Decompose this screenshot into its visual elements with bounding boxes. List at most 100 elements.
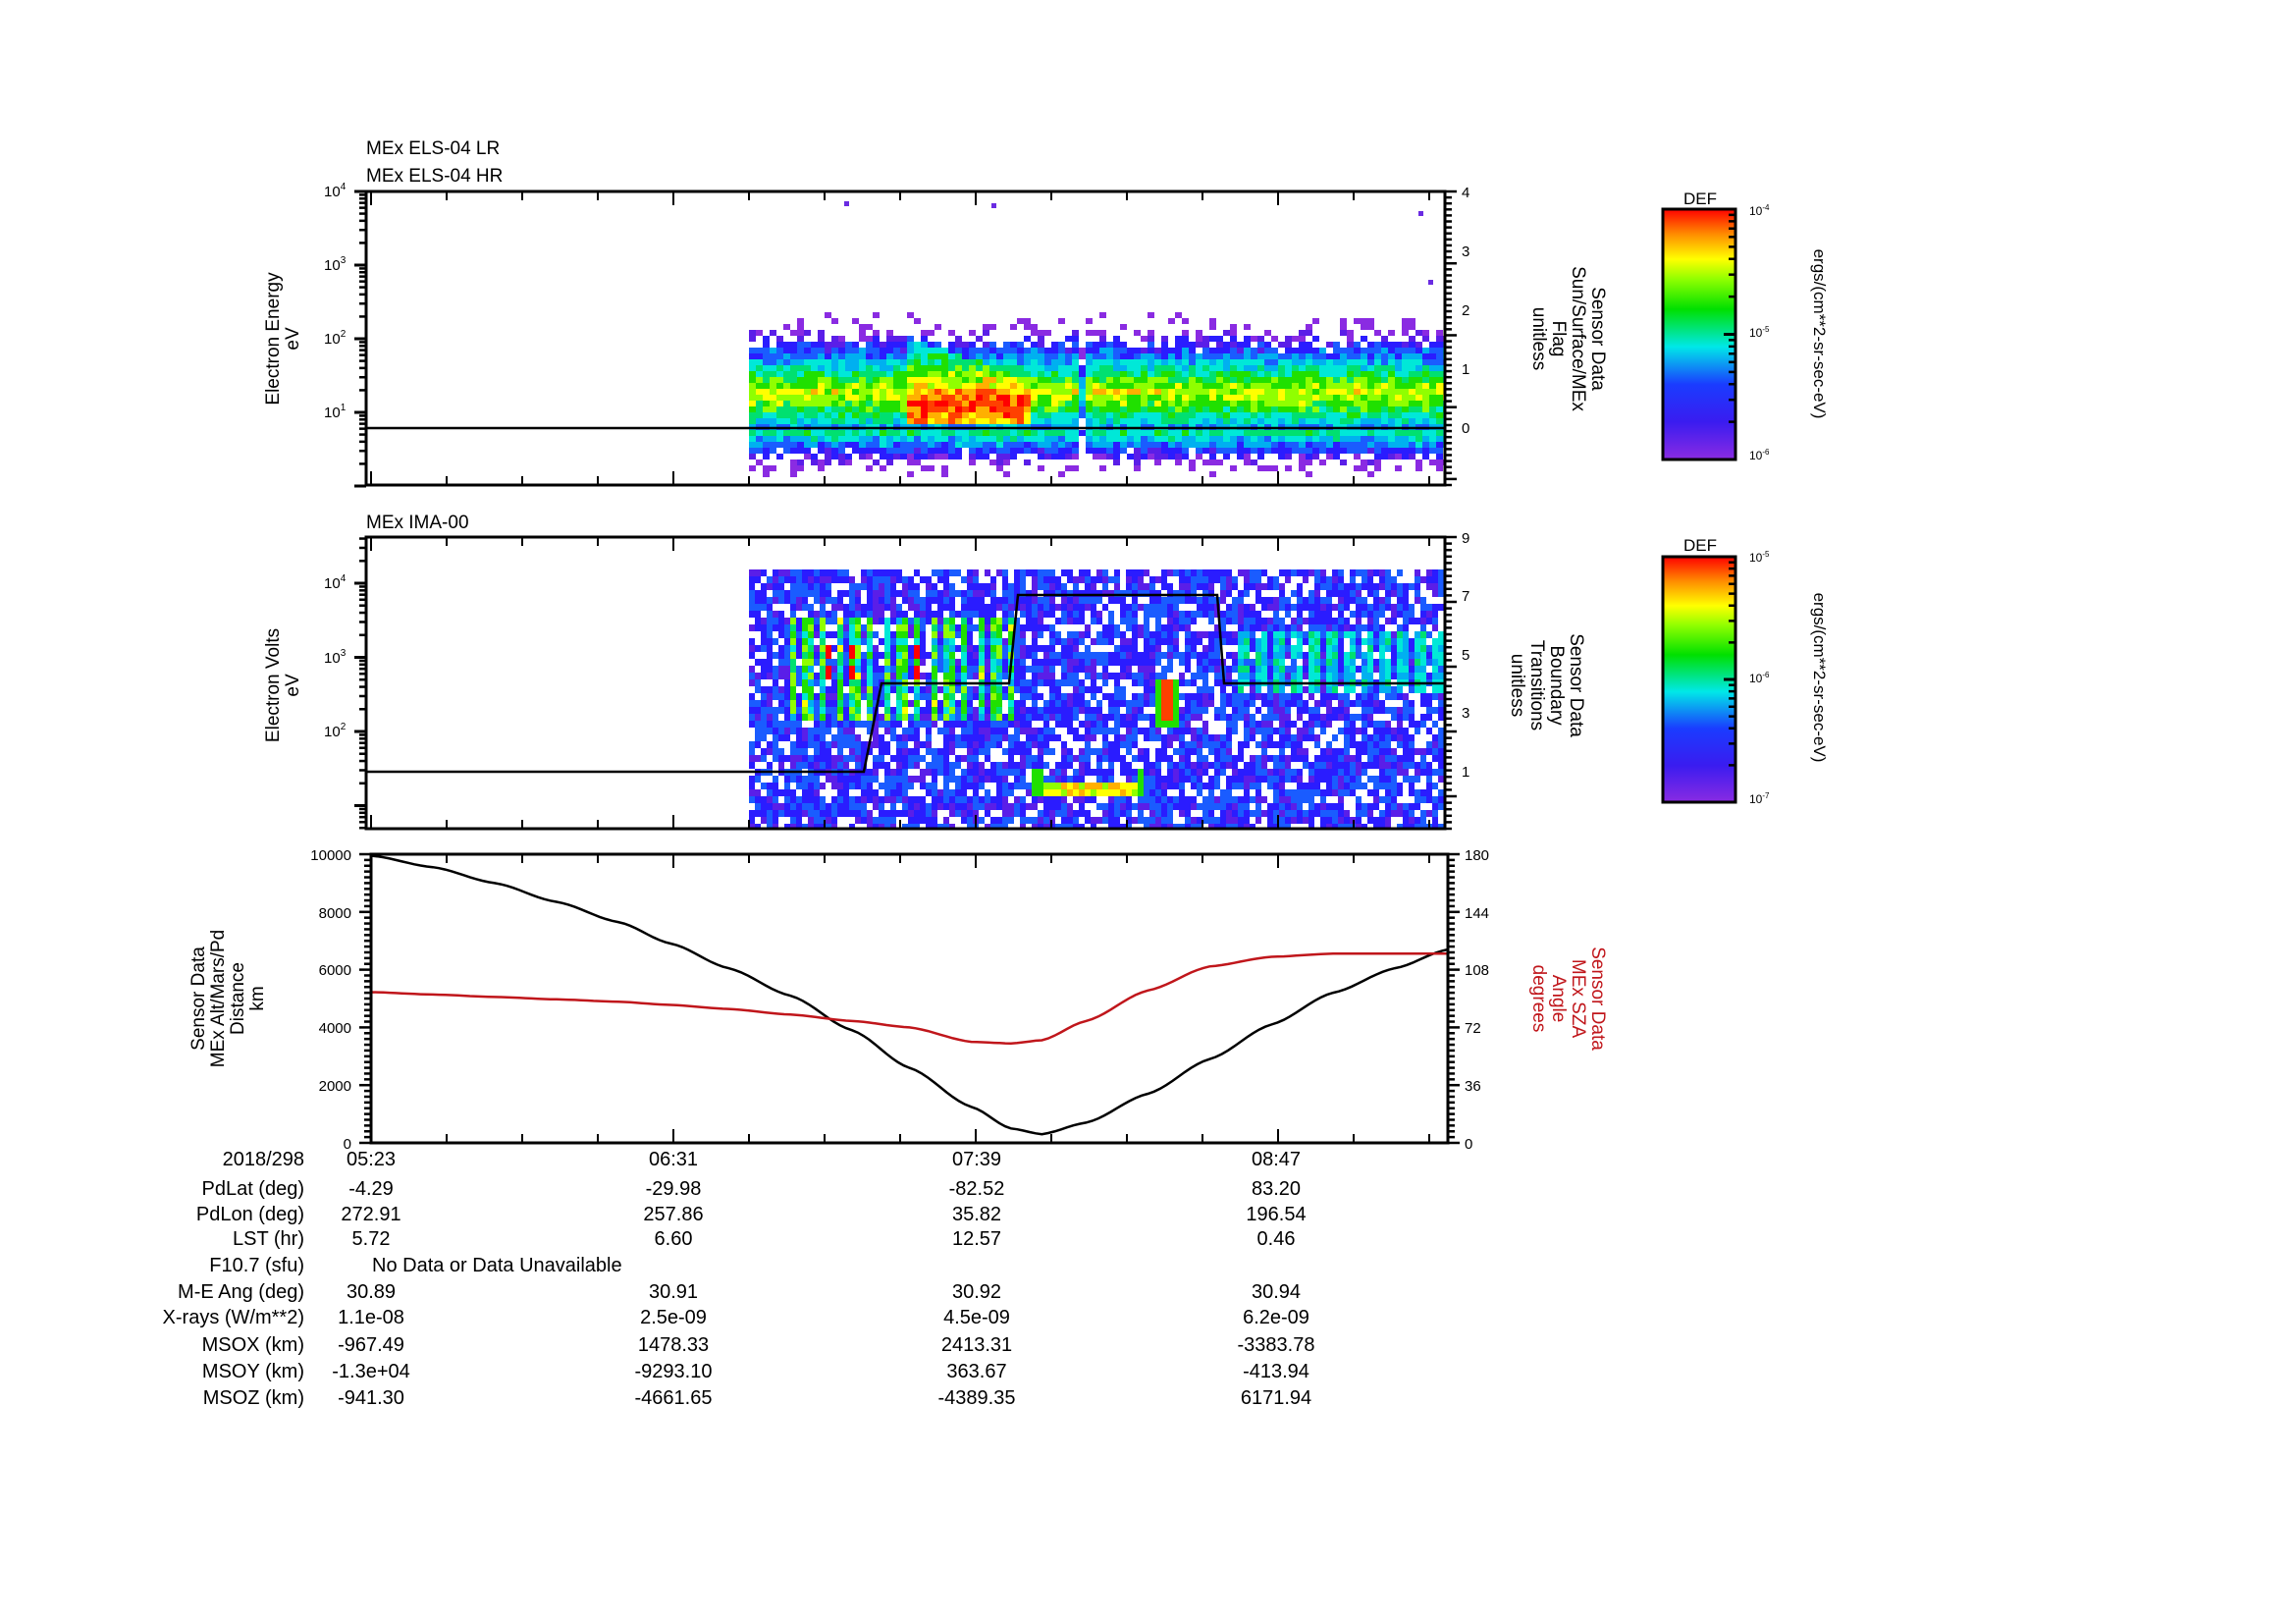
ephemeris-row-label: F10.7 (sfu) (209, 1255, 304, 1276)
els-ylabel: Electron Energy eV (263, 272, 303, 406)
colorbar-mid-label: 10-5 (1749, 325, 1770, 340)
ephemeris-value: 30.91 (648, 1281, 699, 1303)
ephemeris-value: 6.2e-09 (1243, 1307, 1309, 1328)
ephemeris-value: 30.89 (346, 1281, 397, 1303)
ephemeris-row-label: M-E Ang (deg) (178, 1281, 304, 1303)
svg-text:eV: eV (283, 327, 303, 351)
ima-frame (364, 535, 1447, 831)
orbit-y2-ticklabels: 180 144 108 72 36 0 (1465, 847, 1489, 1153)
ephemeris-value: 363.67 (946, 1361, 1007, 1382)
ephemeris-value: -4.29 (348, 1178, 394, 1200)
ephemeris-value: -82.52 (948, 1178, 1005, 1200)
orbit-ytick: 8000 (319, 905, 351, 922)
ephemeris-value: 30.92 (951, 1281, 1002, 1303)
ephemeris-value: 12.57 (951, 1228, 1002, 1250)
els-ytick-1e4: 104 (324, 182, 347, 200)
els-y2tick-2: 2 (1462, 302, 1469, 319)
els-y-ticklabels: 104 103 102 101 (324, 182, 347, 421)
els-ytick-1e2: 102 (324, 329, 347, 348)
no-data-note: No Data or Data Unavailable (372, 1255, 622, 1276)
ephemeris-value: 2413.31 (940, 1334, 1013, 1356)
svg-text:Sensor Data: Sensor Data (1587, 287, 1608, 391)
sza-line (370, 952, 1448, 1045)
orbit-ytick: 10000 (310, 847, 351, 864)
ephemeris-value: -4661.65 (634, 1387, 713, 1409)
orbit-y2tick: 108 (1465, 962, 1489, 979)
orbit-axis-ticks (359, 852, 1460, 1145)
orbit-y2tick: 72 (1465, 1020, 1481, 1037)
ephemeris-value: 0.46 (1256, 1228, 1296, 1250)
orbit-y2tick: 0 (1465, 1136, 1472, 1153)
orbit-y-ticklabels: 10000 8000 6000 4000 2000 0 (310, 847, 351, 1153)
ephemeris-value: 5.72 (351, 1228, 391, 1250)
els-ytick-1e3: 103 (324, 255, 347, 274)
els-y2-ticklabels: 4 3 2 1 0 (1462, 185, 1469, 437)
ima-ytick-1e4: 104 (324, 573, 347, 592)
ephemeris-row-label: MSOX (km) (201, 1334, 304, 1356)
ima-boundary-line (366, 593, 1445, 774)
ephemeris-value: 272.91 (341, 1204, 401, 1225)
ephemeris-value: -967.49 (338, 1334, 404, 1356)
colorbar-top-label: 10-5 (1749, 550, 1770, 565)
ephemeris-value: -9293.10 (634, 1361, 713, 1382)
ephemeris-row-label: X-rays (W/m**2) (162, 1307, 304, 1328)
ephemeris-value: 196.54 (1246, 1204, 1307, 1225)
ephemeris-value: 1.1e-08 (338, 1307, 404, 1328)
orbit-ytick: 0 (344, 1136, 351, 1153)
orbit-ytick: 4000 (319, 1020, 351, 1037)
colorbar-gradient (1661, 207, 1737, 461)
altitude-line (370, 854, 1449, 1136)
colorbar-title: DEF (1683, 536, 1717, 555)
ima-axis-ticks (354, 535, 1457, 831)
ephemeris-row-label: MSOY (km) (201, 1361, 304, 1382)
els-y2tick-4: 4 (1462, 185, 1469, 201)
ima-y2label: Sensor Data Boundary Transitions unitles… (1507, 633, 1586, 737)
ephemeris-value: 2.5e-09 (640, 1307, 707, 1328)
ima-panel: MEx IMA-00 104 103 102 9 7 5 3 1 Electro… (263, 513, 1586, 831)
ephemeris-row-label: PdLat (deg) (201, 1178, 304, 1200)
orbit-panel: 10000 8000 6000 4000 2000 0 180 144 108 … (188, 847, 1608, 1153)
orbit-y2tick: 36 (1465, 1078, 1481, 1095)
orbit-ytick: 2000 (319, 1078, 351, 1095)
colorbar-gradient (1661, 555, 1737, 804)
ephemeris-row-label: MSOZ (km) (202, 1387, 304, 1409)
ima-y2tick-9: 9 (1462, 530, 1469, 547)
colorbar-bot-label: 10-6 (1749, 448, 1770, 462)
els-title-lr: MEx ELS-04 LR (366, 138, 500, 159)
time-label: 07:39 (951, 1149, 1002, 1170)
svg-text:Sun/Surface/MEx: Sun/Surface/MEx (1568, 266, 1588, 411)
els-title-hr: MEx ELS-04 HR (366, 166, 503, 187)
colorbar-ticks (1724, 207, 1735, 461)
ima-y2tick-3: 3 (1462, 705, 1469, 722)
els-y2tick-1: 1 (1462, 361, 1469, 378)
date-label: 2018/298 (222, 1149, 304, 1170)
orbit-ylabel: Sensor Data MEx Alt/Mars/Pd Distance km (188, 930, 268, 1067)
colorbar-units: ergs/(cm**2-sr-sec-eV) (1810, 249, 1829, 419)
svg-text:unitless: unitless (1528, 307, 1549, 370)
ephemeris-value: 4.5e-09 (943, 1307, 1010, 1328)
colorbar-title: DEF (1683, 189, 1717, 208)
ima-y-ticklabels: 104 103 102 (324, 573, 347, 740)
els-panel: MEx ELS-04 LR MEx ELS-04 HR 104 103 102 … (263, 138, 1608, 488)
ephemeris-value: 35.82 (951, 1204, 1002, 1225)
ima-spectrogram (749, 569, 1445, 829)
colorbar-units: ergs/(cm**2-sr-sec-eV) (1810, 593, 1829, 763)
ephemeris-row-label: PdLon (deg) (195, 1204, 304, 1225)
ephemeris-row-label: LST (hr) (233, 1228, 304, 1250)
svg-text:Electron Energy: Electron Energy (263, 272, 284, 406)
ephemeris-value: 30.94 (1251, 1281, 1302, 1303)
colorbar-top-label: 10-4 (1749, 203, 1770, 218)
ephemeris-value: 83.20 (1251, 1178, 1302, 1200)
time-label: 08:47 (1251, 1149, 1302, 1170)
els-y2label: Sensor Data Sun/Surface/MEx Flag unitles… (1528, 266, 1608, 411)
ephemeris-value: -4389.35 (937, 1387, 1016, 1409)
ephemeris-value: -941.30 (338, 1387, 404, 1409)
els-y2tick-0: 0 (1462, 420, 1469, 437)
ephemeris-value: 6.60 (654, 1228, 693, 1250)
ima-ylabel: Electron Volts eV (263, 628, 303, 742)
time-label: 06:31 (648, 1149, 699, 1170)
colorbar-bot-label: 10-7 (1749, 791, 1770, 806)
ephemeris-value: 1478.33 (637, 1334, 710, 1356)
els-y2tick-3: 3 (1462, 243, 1469, 260)
